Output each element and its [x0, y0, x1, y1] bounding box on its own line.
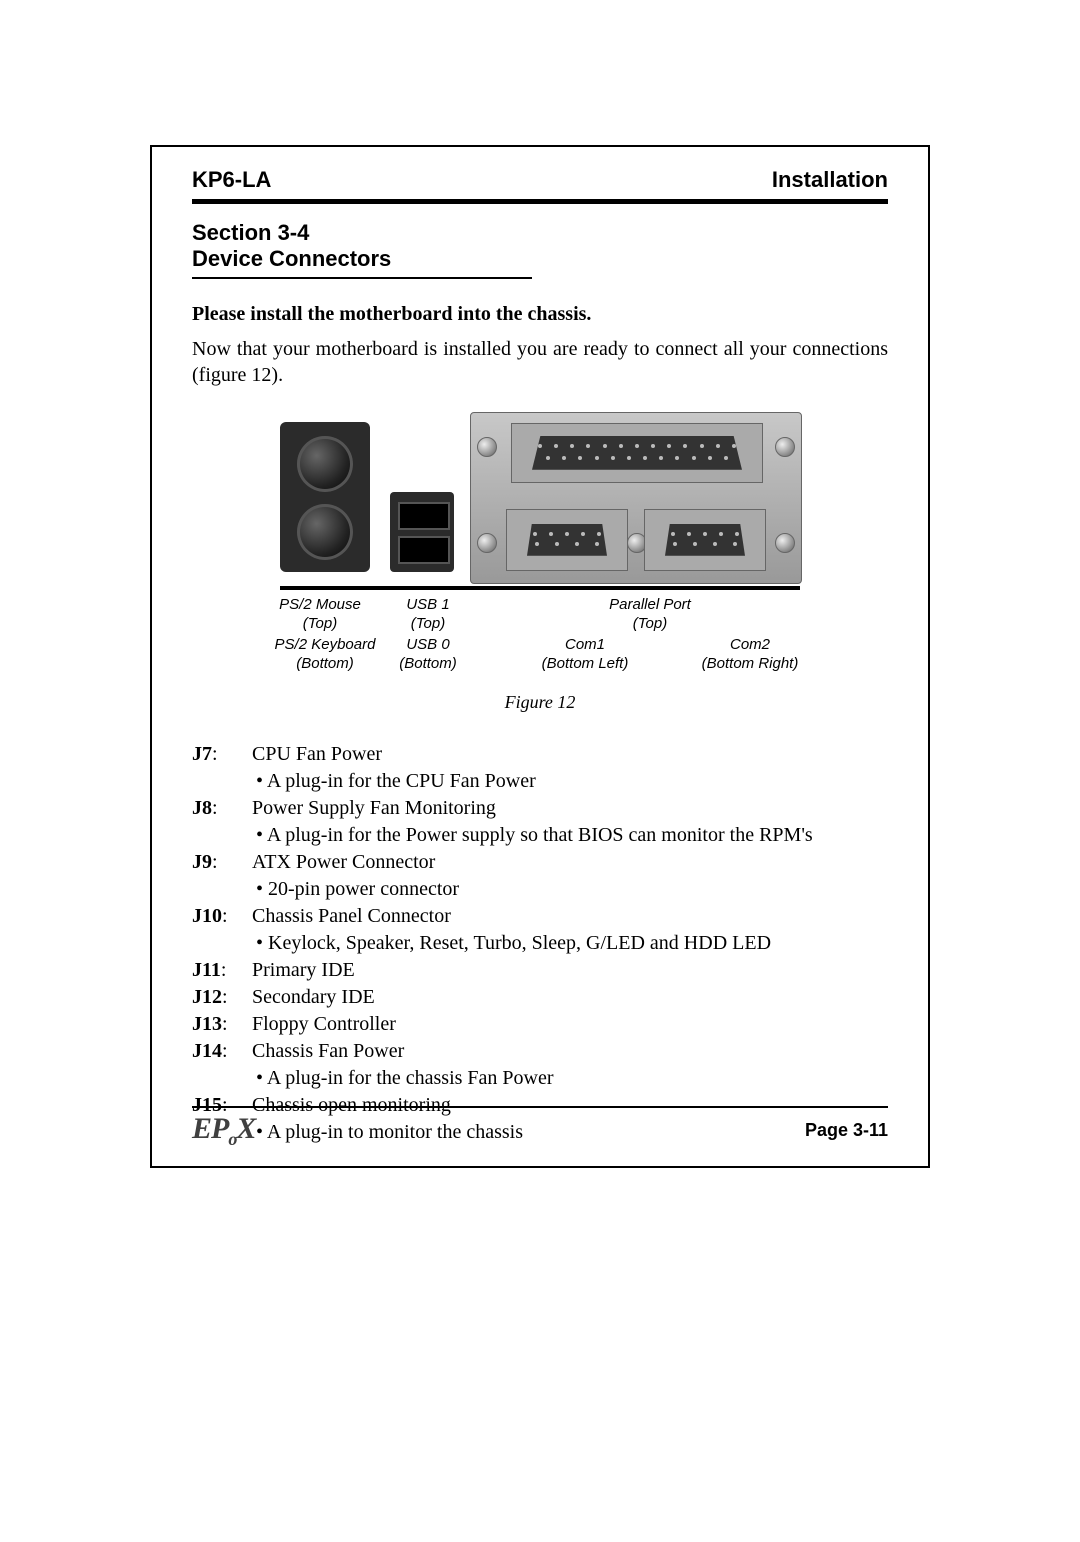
install-instruction: Please install the motherboard into the … [192, 303, 888, 326]
connector-row: J14:Chassis Fan Power• A plug-in for the… [192, 1038, 888, 1092]
parallel-port-icon [511, 423, 763, 483]
brand-logo: EPoX [192, 1112, 255, 1150]
connector-row: J9:ATX Power Connector• 20-pin power con… [192, 849, 888, 903]
connector-diagram [280, 412, 800, 582]
connector-desc: Chassis Panel Connector• Keylock, Speake… [252, 903, 888, 957]
section-underline [192, 277, 532, 279]
ps2-keyboard-port-icon [297, 504, 353, 560]
connector-row: J10:Chassis Panel Connector• Keylock, Sp… [192, 903, 888, 957]
screw-icon [775, 533, 795, 553]
label-com2: Com2(Bottom Right) [680, 636, 820, 674]
connector-desc: Power Supply Fan Monitoring• A plug-in f… [252, 795, 888, 849]
com1-port-icon [506, 509, 628, 571]
connector-desc: Secondary IDE [252, 984, 888, 1011]
connector-id: J8: [192, 795, 252, 849]
page-header: KP6-LA Installation [192, 167, 888, 199]
io-panel [470, 412, 802, 584]
connector-id: J10: [192, 903, 252, 957]
connector-desc: Primary IDE [252, 957, 888, 984]
screw-icon [477, 533, 497, 553]
page-number: Page 3-11 [805, 1120, 888, 1141]
connector-id: J13: [192, 1011, 252, 1038]
connector-id: J7: [192, 741, 252, 795]
connector-id: J9: [192, 849, 252, 903]
header-model: KP6-LA [192, 167, 271, 193]
connector-desc: CPU Fan Power• A plug-in for the CPU Fan… [252, 741, 888, 795]
usb0-port-icon [398, 536, 450, 564]
diagram-labels: PS/2 Mouse(Top) PS/2 Keyboard(Bottom) US… [260, 596, 820, 686]
connector-row: J12:Secondary IDE [192, 984, 888, 1011]
connector-list: J7:CPU Fan Power• A plug-in for the CPU … [192, 741, 888, 1146]
label-ps2-mouse: PS/2 Mouse(Top) [260, 596, 380, 634]
screw-icon [775, 437, 795, 457]
section-number: Section 3-4 [192, 220, 888, 246]
page-footer: EPoX Page 3-11 [192, 1106, 888, 1150]
usb-block [390, 492, 454, 572]
section-title: Device Connectors [192, 246, 888, 272]
header-chapter: Installation [772, 167, 888, 193]
com2-port-icon [644, 509, 766, 571]
usb1-port-icon [398, 502, 450, 530]
connector-row: J8:Power Supply Fan Monitoring• A plug-i… [192, 795, 888, 849]
screw-icon [477, 437, 497, 457]
header-rule [192, 199, 888, 204]
label-com1: Com1(Bottom Left) [520, 636, 650, 674]
connector-id: J12: [192, 984, 252, 1011]
connector-desc: Chassis Fan Power• A plug-in for the cha… [252, 1038, 888, 1092]
connector-desc: Floppy Controller [252, 1011, 888, 1038]
label-usb1: USB 1(Top) [388, 596, 468, 634]
label-ps2-keyboard: PS/2 Keyboard(Bottom) [260, 636, 390, 674]
connector-desc: ATX Power Connector• 20-pin power connec… [252, 849, 888, 903]
connector-row: J11:Primary IDE [192, 957, 888, 984]
manual-page: KP6-LA Installation Section 3-4 Device C… [150, 145, 930, 1168]
body-paragraph: Now that your motherboard is installed y… [192, 336, 888, 388]
figure-caption: Figure 12 [192, 692, 888, 713]
label-parallel: Parallel Port(Top) [590, 596, 710, 634]
connector-row: J7:CPU Fan Power• A plug-in for the CPU … [192, 741, 888, 795]
connector-row: J13:Floppy Controller [192, 1011, 888, 1038]
diagram-baseline [280, 586, 800, 590]
connector-id: J11: [192, 957, 252, 984]
ps2-mouse-port-icon [297, 436, 353, 492]
label-usb0: USB 0(Bottom) [388, 636, 468, 674]
ps2-block [280, 422, 370, 572]
connector-id: J14: [192, 1038, 252, 1092]
